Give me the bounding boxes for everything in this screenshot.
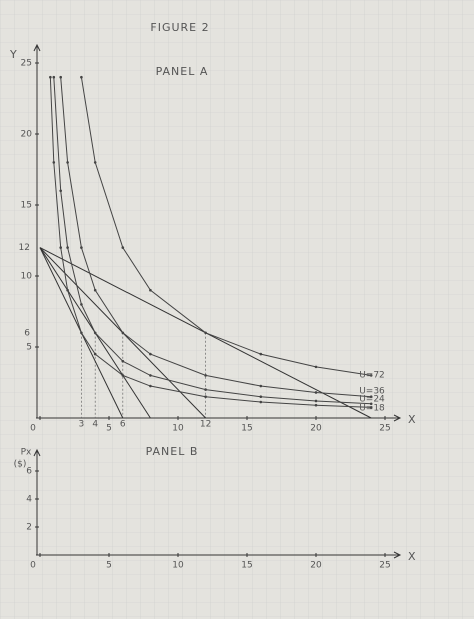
minor-x-tick-label: 3 — [79, 420, 85, 430]
curve-point — [93, 161, 97, 164]
curve-point — [204, 331, 207, 335]
x-tick-label: 0 — [30, 561, 36, 571]
x-tick-label: 10 — [172, 424, 184, 434]
y-axis-unit: ($) — [14, 460, 27, 470]
curve-point — [204, 395, 207, 399]
x-tick-label: 5 — [106, 561, 112, 571]
curve-point — [121, 374, 125, 377]
curve-point — [80, 246, 83, 249]
curve-point — [121, 331, 125, 335]
x-tick-label: 20 — [310, 424, 322, 434]
minor-x-tick-label: 6 — [120, 420, 126, 430]
curve-point — [59, 75, 62, 79]
curve-point — [93, 352, 97, 356]
minor-y-tick-label: 6 — [24, 328, 30, 338]
curve-point — [149, 288, 152, 292]
y-tick-label: 2 — [26, 523, 32, 533]
curve-label: U=18 — [359, 404, 385, 414]
x-tick-label: 10 — [172, 561, 184, 571]
y-tick-label: 6 — [26, 467, 32, 477]
curve-point — [314, 399, 318, 403]
curve-label: U=72 — [359, 371, 385, 381]
panel-title: PANEL A — [156, 65, 209, 78]
curve-point — [149, 384, 152, 388]
x-tick-label: 5 — [106, 424, 112, 434]
curve-point — [314, 403, 318, 407]
minor-y-tick-label: 12 — [19, 243, 30, 253]
curve-point — [149, 374, 152, 377]
figure-title: FIGURE 2 — [150, 21, 209, 34]
curve-point — [369, 402, 373, 406]
y-tick-label: 4 — [26, 495, 32, 505]
x-tick-label: 25 — [379, 424, 390, 434]
x-tick-label: 20 — [310, 561, 322, 571]
curve-point — [52, 75, 56, 79]
x-tick-label: 15 — [241, 561, 252, 571]
x-tick-label: 15 — [241, 424, 252, 434]
x-tick-label: 25 — [379, 561, 390, 571]
curve-point — [259, 400, 263, 404]
curve-point — [66, 161, 69, 164]
curve-point — [49, 75, 52, 79]
y-tick-label: 10 — [21, 272, 33, 282]
y-tick-label: 5 — [26, 343, 32, 353]
curve-point — [121, 359, 125, 363]
curve-point — [259, 395, 263, 399]
curve-point — [149, 352, 152, 356]
curve-point — [259, 384, 263, 388]
curve-point — [314, 365, 318, 369]
curve-point — [369, 374, 373, 377]
curve-point — [80, 331, 83, 335]
y-axis-label: Y — [9, 48, 18, 61]
curve-point — [93, 288, 97, 292]
curve-point — [80, 75, 83, 79]
curve-point — [121, 246, 125, 249]
indifference-curve — [80, 77, 372, 376]
curve-point — [204, 374, 207, 377]
indifference-curve — [60, 77, 372, 398]
x-tick-label: 0 — [30, 424, 36, 434]
curve-point — [93, 331, 97, 335]
indifference-curve — [49, 77, 372, 408]
y-arrow — [33, 448, 41, 457]
curve-point — [66, 288, 69, 292]
y-axis-label: Px — [21, 448, 32, 458]
x-arrow — [393, 551, 402, 559]
curve-point — [369, 395, 373, 399]
curve-point — [66, 246, 69, 249]
curve-point — [204, 388, 207, 391]
curve-point — [369, 406, 373, 409]
curve-point — [52, 161, 56, 164]
x-axis-label: X — [408, 550, 417, 563]
x-arrow — [393, 414, 402, 422]
panel-title: PANEL B — [146, 445, 199, 458]
y-tick-label: 25 — [21, 59, 32, 69]
curve-point — [80, 303, 83, 306]
curve-point — [59, 189, 62, 193]
minor-x-tick-label: 4 — [92, 420, 98, 430]
y-tick-label: 15 — [21, 201, 32, 211]
minor-x-tick-label: 12 — [200, 420, 211, 430]
curve-label: U=36 — [359, 387, 385, 397]
curve-point — [259, 352, 263, 356]
y-arrow — [33, 43, 41, 52]
curve-point — [59, 246, 62, 249]
x-axis-label: X — [408, 413, 417, 426]
curve-point — [314, 391, 318, 394]
y-tick-label: 20 — [21, 130, 33, 140]
curve-label: U=24 — [359, 395, 385, 405]
